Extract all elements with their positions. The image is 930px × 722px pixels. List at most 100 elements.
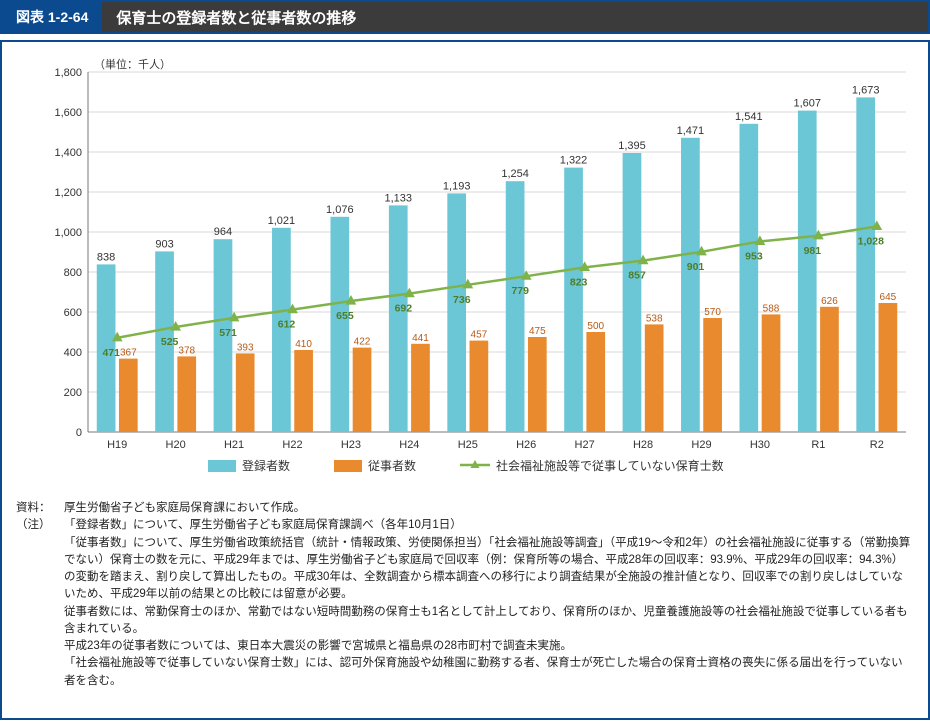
x-tick-label: H30	[750, 439, 770, 451]
note-line: 「登録者数」について、厚生労働省子ども家庭局保育課調べ（各年10月1日）	[64, 517, 914, 534]
x-tick-label: H19	[107, 439, 127, 451]
line-point-label: 901	[687, 261, 705, 273]
bar-label-registered: 1,193	[443, 180, 471, 192]
bar-label-registered: 838	[97, 251, 115, 263]
figure-title: 保育士の登録者数と従事者数の推移	[102, 2, 928, 32]
x-tick-label: R1	[811, 439, 825, 451]
y-tick-label: 200	[64, 387, 82, 399]
bar-registered	[389, 205, 408, 432]
bar-label-registered: 1,254	[501, 168, 529, 180]
line-point-label: 655	[336, 310, 354, 322]
bar-workers	[236, 353, 255, 432]
bar-workers	[703, 318, 722, 432]
y-tick-label: 1,000	[54, 227, 82, 239]
bar-label-workers: 475	[529, 326, 546, 337]
bar-label-registered: 1,395	[618, 140, 646, 152]
bar-workers	[411, 344, 430, 432]
bar-label-workers: 367	[120, 348, 137, 359]
bar-workers	[353, 348, 372, 432]
x-tick-label: R2	[870, 439, 884, 451]
line-point-label: 612	[278, 319, 296, 331]
bar-workers	[645, 324, 664, 432]
bar-label-workers: 538	[646, 313, 663, 324]
bar-label-registered: 1,021	[268, 215, 296, 227]
line-point-label: 471	[102, 347, 120, 359]
x-tick-label: H27	[575, 439, 595, 451]
bar-workers	[879, 303, 898, 432]
note-lead: （注）	[16, 517, 64, 690]
y-tick-label: 1,600	[54, 107, 82, 119]
y-tick-label: 1,400	[54, 147, 82, 159]
bar-workers	[470, 341, 489, 432]
legend-swatch-registered	[208, 460, 236, 472]
x-tick-label: H28	[633, 439, 653, 451]
bar-label-workers: 410	[295, 339, 312, 350]
bar-workers	[586, 332, 605, 432]
y-tick-label: 0	[76, 427, 82, 439]
bar-workers	[528, 337, 547, 432]
legend-swatch-workers	[334, 460, 362, 472]
legend-label-registered: 登録者数	[242, 458, 290, 473]
x-tick-label: H29	[691, 439, 711, 451]
y-tick-label: 1,200	[54, 187, 82, 199]
x-tick-label: H26	[516, 439, 536, 451]
x-tick-label: H22	[282, 439, 302, 451]
bar-label-registered: 903	[155, 238, 173, 250]
line-point-label: 571	[219, 327, 237, 339]
y-tick-label: 400	[64, 347, 82, 359]
bar-label-workers: 441	[412, 333, 429, 344]
bar-label-workers: 393	[237, 342, 254, 353]
line-point-label: 823	[570, 276, 588, 288]
bar-label-registered: 1,673	[852, 84, 880, 96]
unit-label: （単位：千人）	[94, 57, 171, 71]
bar-label-workers: 645	[880, 292, 897, 303]
figure-number: 図表 1-2-64	[2, 2, 102, 32]
bar-workers	[177, 356, 196, 432]
line-point-label: 857	[628, 270, 646, 282]
x-tick-label: H25	[458, 439, 478, 451]
bar-registered	[330, 217, 349, 432]
line-point-label: 1,028	[858, 235, 884, 247]
bar-workers	[820, 307, 839, 432]
line-point-label: 779	[511, 285, 529, 297]
source-lead: 資料：	[16, 500, 64, 517]
bar-workers	[762, 314, 781, 432]
bar-registered	[447, 193, 466, 432]
bar-label-registered: 1,607	[793, 98, 821, 110]
figure-container: 図表 1-2-64 保育士の登録者数と従事者数の推移 （単位：千人） 0 200 40…	[0, 0, 930, 722]
legend-label-workers: 従事者数	[368, 458, 416, 473]
bar-registered	[506, 181, 525, 432]
bar-label-registered: 1,133	[384, 192, 412, 204]
bar-label-workers: 626	[821, 296, 838, 307]
y-tick-label: 600	[64, 307, 82, 319]
figure-frame: （単位：千人） 0 200 400 600 800 1,000 1,200 1,400 1,600…	[0, 40, 930, 720]
line-point-label: 981	[804, 245, 822, 257]
line-point-label: 692	[395, 303, 413, 315]
legend-label-nonworking: 社会福祉施設等で従事していない保育士数	[496, 458, 724, 473]
bar-label-workers: 588	[763, 303, 780, 314]
note-lines: 「登録者数」について、厚生労働省子ども家庭局保育課調べ（各年10月1日）「従事者…	[64, 517, 914, 690]
bar-label-registered: 964	[214, 226, 232, 238]
bar-registered	[739, 124, 758, 432]
note-line: 「社会福祉施設等で従事していない保育士数」には、認可外保育施設や幼稚園に勤務する…	[64, 655, 914, 690]
note-line: 従事者数には、常勤保育士のほか、常勤ではない短時間勤務の保育士も1名として計上し…	[64, 604, 914, 639]
y-tick-label: 1,800	[54, 67, 82, 79]
bar-label-workers: 378	[178, 345, 195, 356]
chart-svg: （単位：千人） 0 200 400 600 800 1,000 1,200 1,400 1,600…	[16, 52, 916, 492]
note-line: 「従事者数」について、厚生労働省政策統括官（統計・情報政策、労使関係担当）「社会…	[64, 535, 914, 604]
bar-label-workers: 457	[471, 330, 488, 341]
source-text: 厚生労働省子ども家庭局保育課において作成。	[64, 500, 914, 517]
x-tick-label: H23	[341, 439, 361, 451]
bar-registered	[856, 97, 875, 432]
line-point-label: 525	[161, 336, 179, 348]
x-tick-label: H24	[399, 439, 419, 451]
bar-registered	[623, 153, 642, 432]
bar-label-workers: 422	[354, 337, 371, 348]
bar-label-registered: 1,541	[735, 111, 763, 123]
x-tick-label: H21	[224, 439, 244, 451]
bar-label-workers: 570	[704, 307, 721, 318]
bar-registered	[798, 111, 817, 432]
y-tick-label: 800	[64, 267, 82, 279]
x-tick-label: H20	[166, 439, 186, 451]
notes-block: 資料： 厚生労働省子ども家庭局保育課において作成。 （注） 「登録者数」について…	[16, 500, 914, 690]
